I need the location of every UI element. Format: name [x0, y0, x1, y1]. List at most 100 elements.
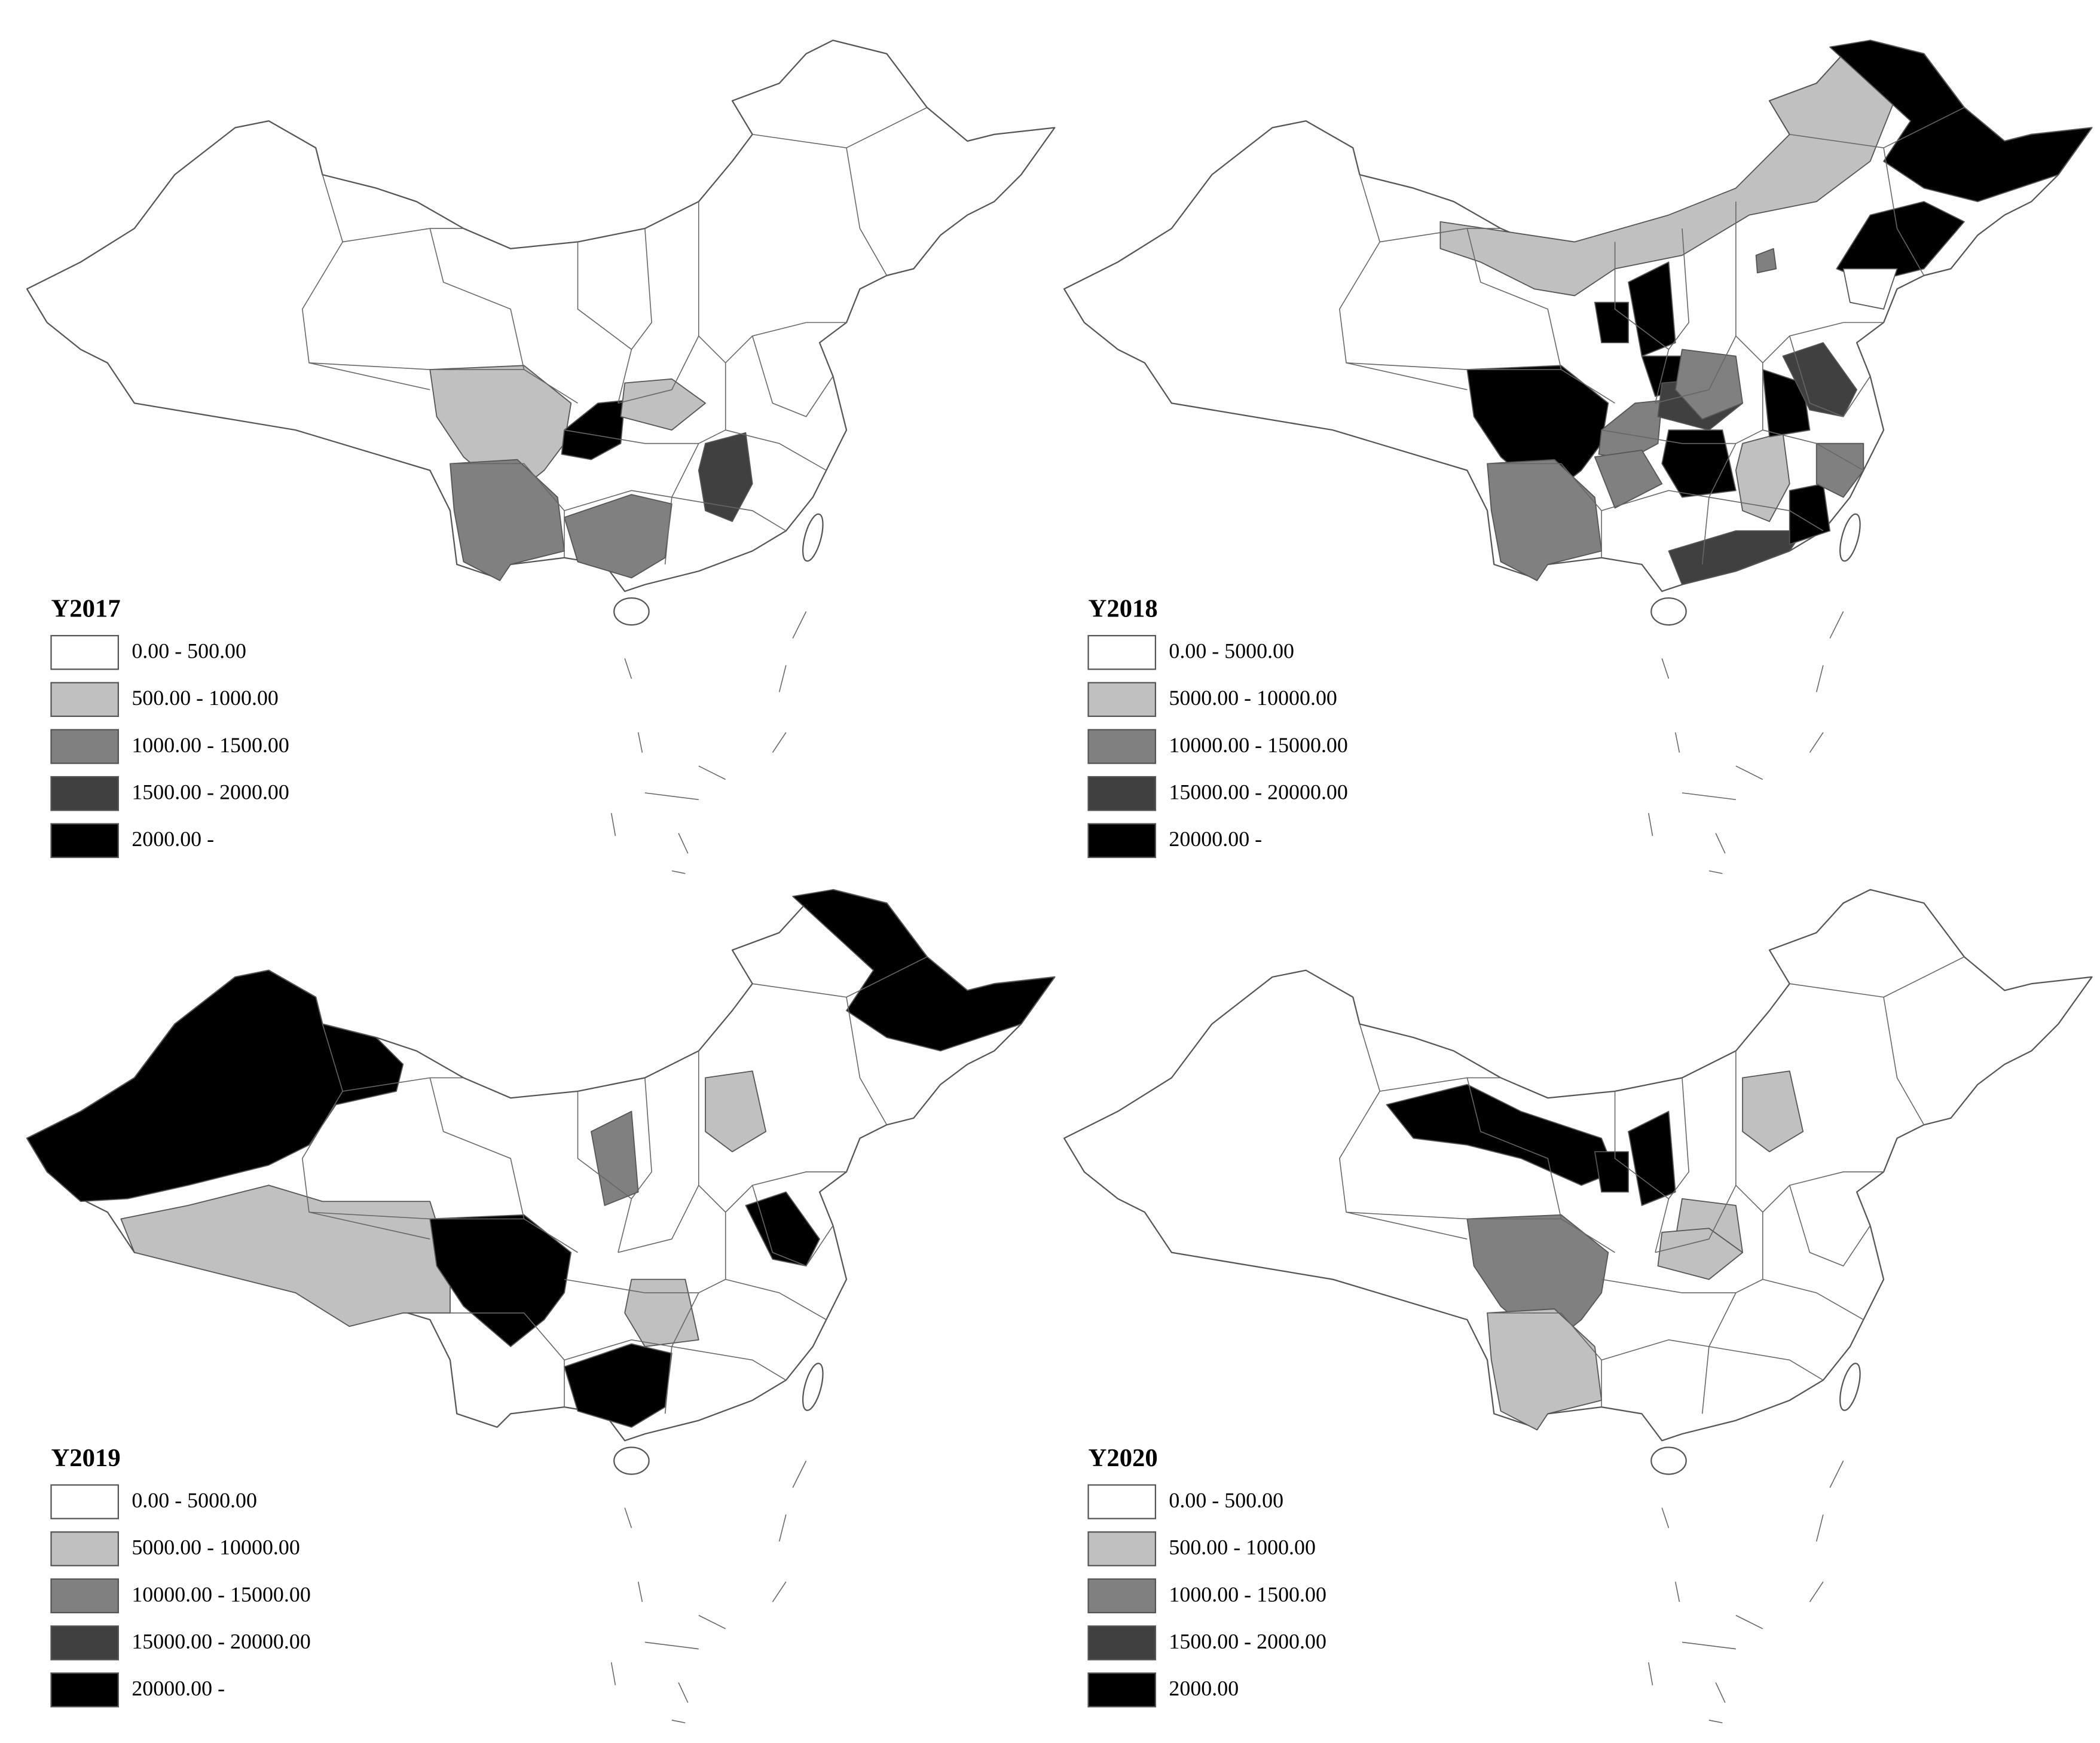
province-border	[1601, 1278, 1736, 1293]
legend-swatch	[50, 1672, 119, 1708]
province	[1815, 442, 1864, 498]
island-line	[792, 611, 807, 639]
legend-swatch	[50, 1625, 119, 1660]
island	[1839, 1363, 1861, 1411]
province	[26, 969, 404, 1202]
legend-label: 500.00 - 1000.00	[132, 686, 279, 710]
province	[698, 432, 753, 522]
province-border	[1601, 429, 1736, 444]
province	[1386, 1083, 1616, 1186]
province-border	[1601, 490, 1824, 532]
province-border	[429, 228, 525, 370]
province	[564, 494, 673, 579]
island-line	[637, 732, 643, 753]
province-border	[1789, 335, 1871, 417]
province-border	[1735, 202, 1884, 364]
legend-swatch	[50, 729, 119, 764]
province-border	[1789, 133, 1925, 276]
legend-swatch	[50, 823, 119, 859]
province-border	[725, 1278, 827, 1320]
province-border	[1655, 1185, 1737, 1253]
island-line	[671, 1720, 686, 1724]
island-line	[1815, 1514, 1824, 1542]
legend-swatch	[1087, 823, 1157, 859]
legend-swatch	[50, 1484, 119, 1519]
province-border	[301, 1024, 430, 1240]
legend-label: 0.00 - 5000.00	[1169, 639, 1294, 663]
province	[429, 365, 572, 498]
legend-swatch	[1087, 729, 1157, 764]
legend-label: 1500.00 - 2000.00	[1169, 1629, 1326, 1653]
island-line	[1809, 1581, 1824, 1602]
legend-label: 5000.00 - 10000.00	[132, 1536, 300, 1559]
island-line	[1708, 1720, 1723, 1724]
legend-swatch	[1087, 1672, 1157, 1708]
legend-label: 0.00 - 5000.00	[132, 1488, 257, 1512]
province	[1668, 530, 1804, 585]
island-line	[678, 1682, 689, 1703]
island-line	[792, 1460, 807, 1488]
island-line	[624, 1507, 632, 1528]
legend-swatch	[50, 682, 119, 718]
legend-label: 2000.00	[1169, 1677, 1239, 1701]
legend-title: Y2018	[1089, 595, 1158, 623]
legend-label: 15000.00 - 20000.00	[132, 1629, 310, 1653]
legend-label: 20000.00 -	[1169, 827, 1262, 851]
island	[802, 513, 824, 562]
province-border	[1601, 1339, 1824, 1381]
legend-swatch	[1087, 776, 1157, 811]
province-border	[1668, 1077, 1689, 1199]
island-line	[698, 765, 726, 780]
province	[564, 1343, 673, 1428]
province-border	[725, 429, 827, 471]
province-border	[631, 1077, 652, 1199]
province-border	[698, 202, 847, 364]
legend-label: 1000.00 - 1500.00	[1169, 1582, 1326, 1606]
province-border	[752, 983, 888, 1125]
island-line	[644, 1641, 699, 1650]
province-border	[1883, 107, 1965, 148]
island-line	[1647, 813, 1653, 837]
island-line	[644, 792, 699, 801]
island	[613, 1446, 650, 1475]
province-border	[577, 1091, 632, 1253]
province-border	[1735, 1051, 1884, 1213]
legend-label: 1500.00 - 2000.00	[132, 780, 289, 804]
island-line	[1715, 1682, 1726, 1703]
province-border	[564, 490, 787, 532]
island-line	[1682, 792, 1736, 801]
province-border	[450, 1312, 565, 1408]
province-border	[751, 1185, 834, 1267]
province	[1598, 399, 1663, 460]
province	[1829, 39, 2093, 203]
province-border	[564, 1278, 699, 1293]
province	[429, 1214, 572, 1347]
island-line	[1815, 665, 1824, 692]
province-border	[846, 107, 928, 148]
province-border	[1339, 1024, 1468, 1240]
province-border	[1883, 956, 1965, 998]
province-border	[308, 1211, 578, 1253]
province-border	[429, 1077, 525, 1219]
province-border	[751, 335, 834, 417]
province-border	[1487, 463, 1602, 558]
legend-swatch	[1087, 1531, 1157, 1567]
province-border	[1789, 1185, 1871, 1267]
province	[1674, 349, 1743, 420]
legend-title: Y2019	[51, 1444, 120, 1472]
legend-swatch	[1087, 682, 1157, 718]
province	[745, 1191, 820, 1267]
province-border	[1339, 174, 1468, 390]
island-line	[778, 665, 787, 692]
province-border	[1762, 429, 1864, 471]
island-line	[772, 1581, 787, 1602]
province-border	[301, 174, 430, 390]
island-line	[1829, 1460, 1844, 1488]
legend-label: 15000.00 - 20000.00	[1169, 780, 1347, 804]
island-line	[1661, 658, 1670, 679]
island-line	[778, 1514, 787, 1542]
province	[1755, 248, 1777, 274]
province-border	[752, 133, 888, 276]
province-border	[846, 956, 928, 998]
